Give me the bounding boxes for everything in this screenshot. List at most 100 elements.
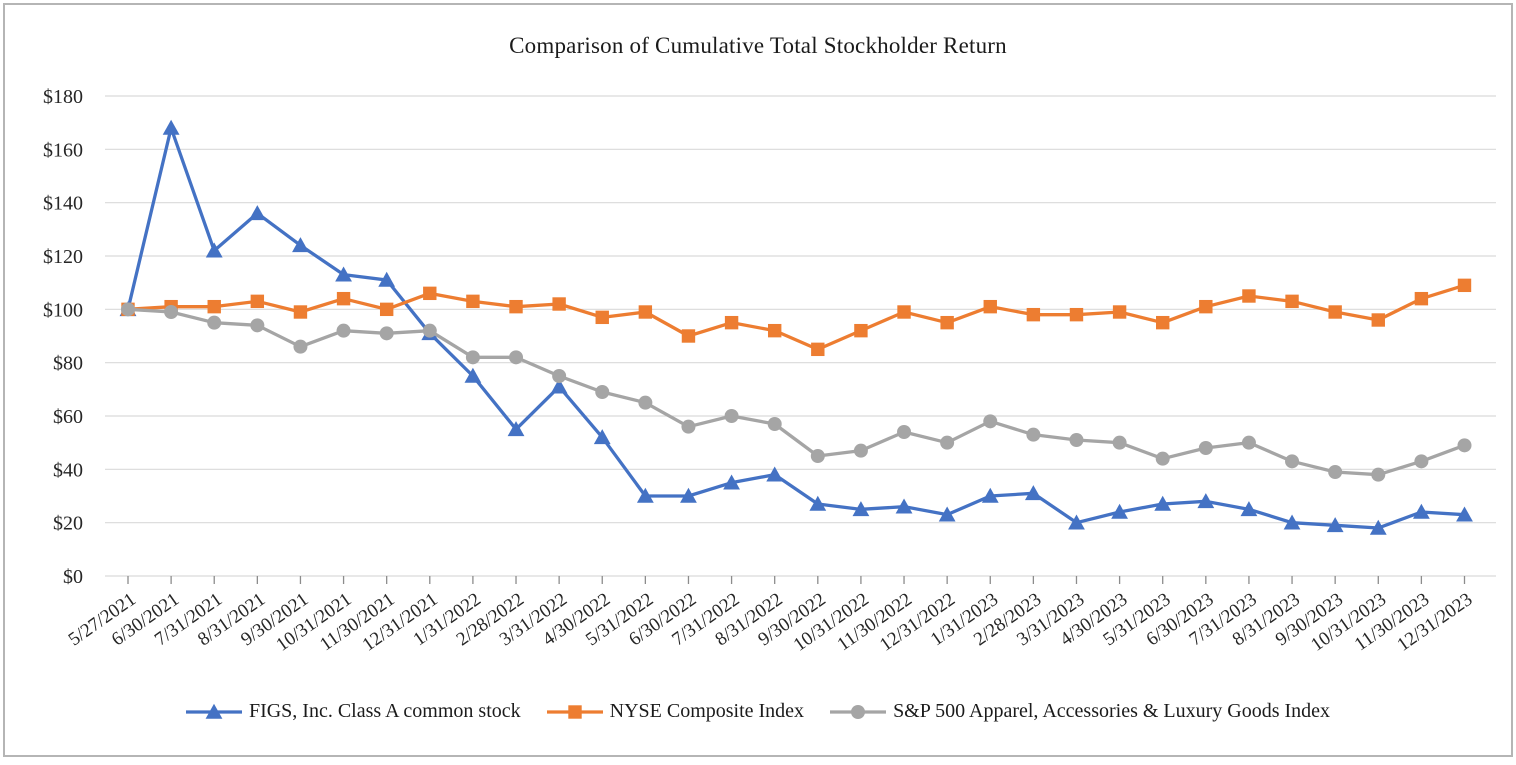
- square-marker: [1199, 299, 1213, 314]
- square-marker: [1457, 278, 1472, 293]
- circle-marker: [509, 350, 524, 365]
- series-circle: [121, 302, 1472, 482]
- triangle-marker: [852, 501, 870, 517]
- circle-marker: [983, 414, 998, 429]
- triangle-marker: [636, 487, 654, 503]
- square-legend-marker-icon: [546, 704, 603, 719]
- square-marker: [1026, 307, 1041, 322]
- circle-marker: [853, 443, 868, 458]
- square-marker: [854, 323, 868, 338]
- circle-marker: [207, 315, 222, 330]
- triangle-marker: [1369, 519, 1387, 535]
- triangle-marker: [248, 205, 266, 221]
- legend-item: FIGS, Inc. Class A common stock: [185, 700, 521, 723]
- triangle-marker: [938, 506, 956, 522]
- square-marker: [423, 286, 437, 301]
- triangle-marker: [809, 495, 827, 511]
- y-axis-tick-label: $80: [53, 353, 83, 375]
- square-marker: [1328, 305, 1342, 319]
- y-axis-tick-label: $100: [43, 299, 83, 321]
- triangle-legend-marker-icon: [185, 703, 242, 719]
- circle-marker: [810, 449, 825, 463]
- circle-marker: [851, 704, 866, 719]
- legend-item: S&P 500 Apparel, Accessories & Luxury Go…: [830, 700, 1330, 723]
- triangle-marker: [766, 466, 784, 482]
- square-marker: [552, 297, 566, 311]
- circle-marker: [1155, 451, 1170, 466]
- circle-marker: [250, 318, 265, 333]
- square-marker: [811, 342, 825, 357]
- legend: FIGS, Inc. Class A common stock NYSE Comp…: [5, 700, 1511, 723]
- triangle-marker: [1197, 493, 1215, 509]
- series-line: [126, 126, 1465, 530]
- triangle-marker: [205, 703, 223, 719]
- square-marker: [897, 305, 911, 319]
- square-marker: [379, 302, 394, 317]
- circle-marker: [767, 417, 782, 431]
- circle-marker: [1457, 438, 1472, 453]
- y-axis-tick-label: $20: [53, 513, 83, 535]
- triangle-marker: [1283, 514, 1301, 530]
- circle-marker: [1285, 454, 1300, 469]
- y-axis-tick-label: $0: [63, 566, 83, 588]
- circle-marker: [1112, 435, 1127, 450]
- stock-return-chart: Comparison of Cumulative Total Stockhold…: [5, 5, 1511, 755]
- square-marker: [1242, 289, 1256, 303]
- circle-legend-marker-icon: [830, 704, 887, 719]
- triangle-marker: [1111, 503, 1128, 519]
- circle-marker: [1414, 454, 1429, 469]
- circle-marker: [164, 305, 179, 319]
- circle-marker: [552, 369, 567, 383]
- square-marker: [207, 299, 221, 314]
- square-marker: [1112, 305, 1127, 319]
- square-marker: [1069, 307, 1084, 322]
- square-marker: [293, 305, 308, 319]
- legend-item: NYSE Composite Index: [546, 700, 805, 723]
- y-axis-tick-label: $160: [43, 139, 83, 161]
- series-triangle: [119, 119, 1473, 535]
- triangle-marker: [162, 119, 180, 135]
- square-marker: [466, 294, 480, 309]
- triangle-marker: [1024, 485, 1042, 501]
- triangle-marker: [895, 498, 913, 514]
- chart-frame: Comparison of Cumulative Total Stockhold…: [3, 3, 1513, 757]
- chart-title: Comparison of Cumulative Total Stockhold…: [509, 33, 1007, 58]
- circle-marker: [940, 435, 955, 450]
- triangle-marker: [1068, 514, 1085, 530]
- square-marker: [1414, 291, 1429, 306]
- series-line: [127, 307, 1466, 477]
- circle-marker: [121, 302, 135, 317]
- square-marker: [1156, 315, 1170, 330]
- circle-marker: [1328, 465, 1343, 479]
- triangle-marker: [205, 242, 223, 258]
- series-square: [121, 278, 1472, 357]
- circle-marker: [681, 419, 696, 434]
- circle-marker: [897, 425, 912, 439]
- triangle-marker: [1456, 506, 1473, 522]
- triangle-marker: [680, 487, 697, 503]
- circle-marker: [336, 323, 351, 338]
- circle-marker: [1241, 435, 1256, 450]
- triangle-marker: [981, 487, 999, 503]
- circle-marker: [465, 350, 480, 365]
- series-line: [127, 283, 1465, 351]
- y-axis-tick-label: $40: [53, 459, 83, 481]
- legend-label: NYSE Composite Index: [609, 700, 805, 722]
- circle-marker: [1069, 433, 1084, 447]
- square-marker: [509, 299, 523, 314]
- square-marker: [724, 315, 739, 330]
- triangle-marker: [335, 266, 352, 282]
- triangle-marker: [550, 378, 568, 394]
- circle-marker: [293, 339, 308, 354]
- square-marker: [638, 305, 653, 319]
- square-marker: [336, 291, 351, 306]
- circle-marker: [379, 326, 394, 341]
- square-marker: [983, 299, 997, 314]
- triangle-marker: [1412, 503, 1430, 519]
- circle-marker: [1198, 441, 1213, 455]
- circle-marker: [595, 385, 610, 399]
- circle-marker: [1026, 427, 1041, 442]
- triangle-marker: [507, 421, 525, 437]
- circle-marker: [422, 323, 437, 338]
- triangle-marker: [1326, 517, 1344, 533]
